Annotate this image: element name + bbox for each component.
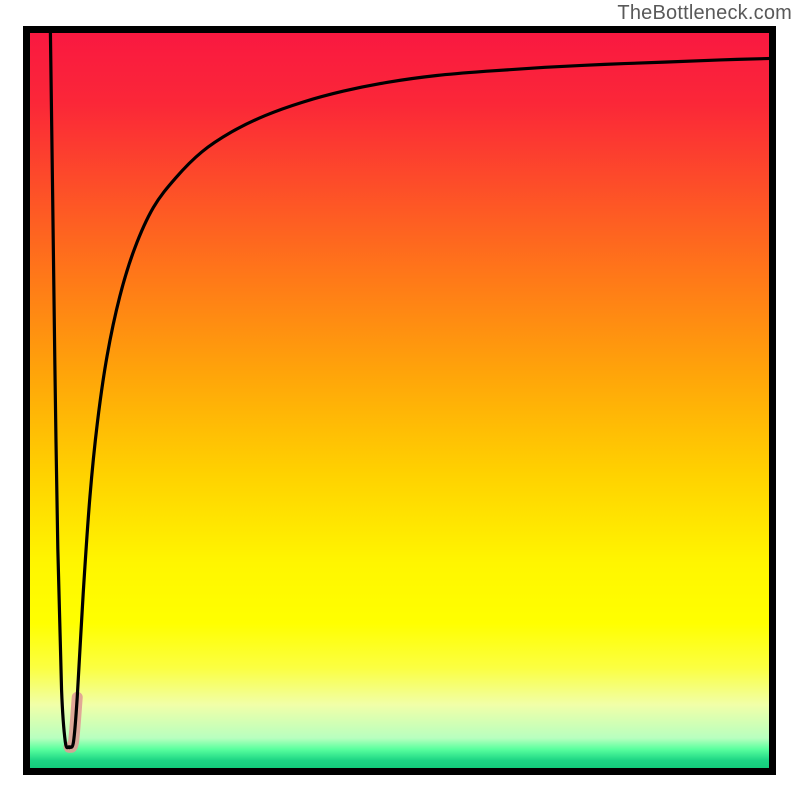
chart-root: TheBottleneck.com: [0, 0, 800, 800]
chart-background: [27, 30, 773, 772]
bottleneck-chart: [0, 0, 800, 800]
watermark-text: TheBottleneck.com: [617, 2, 792, 25]
